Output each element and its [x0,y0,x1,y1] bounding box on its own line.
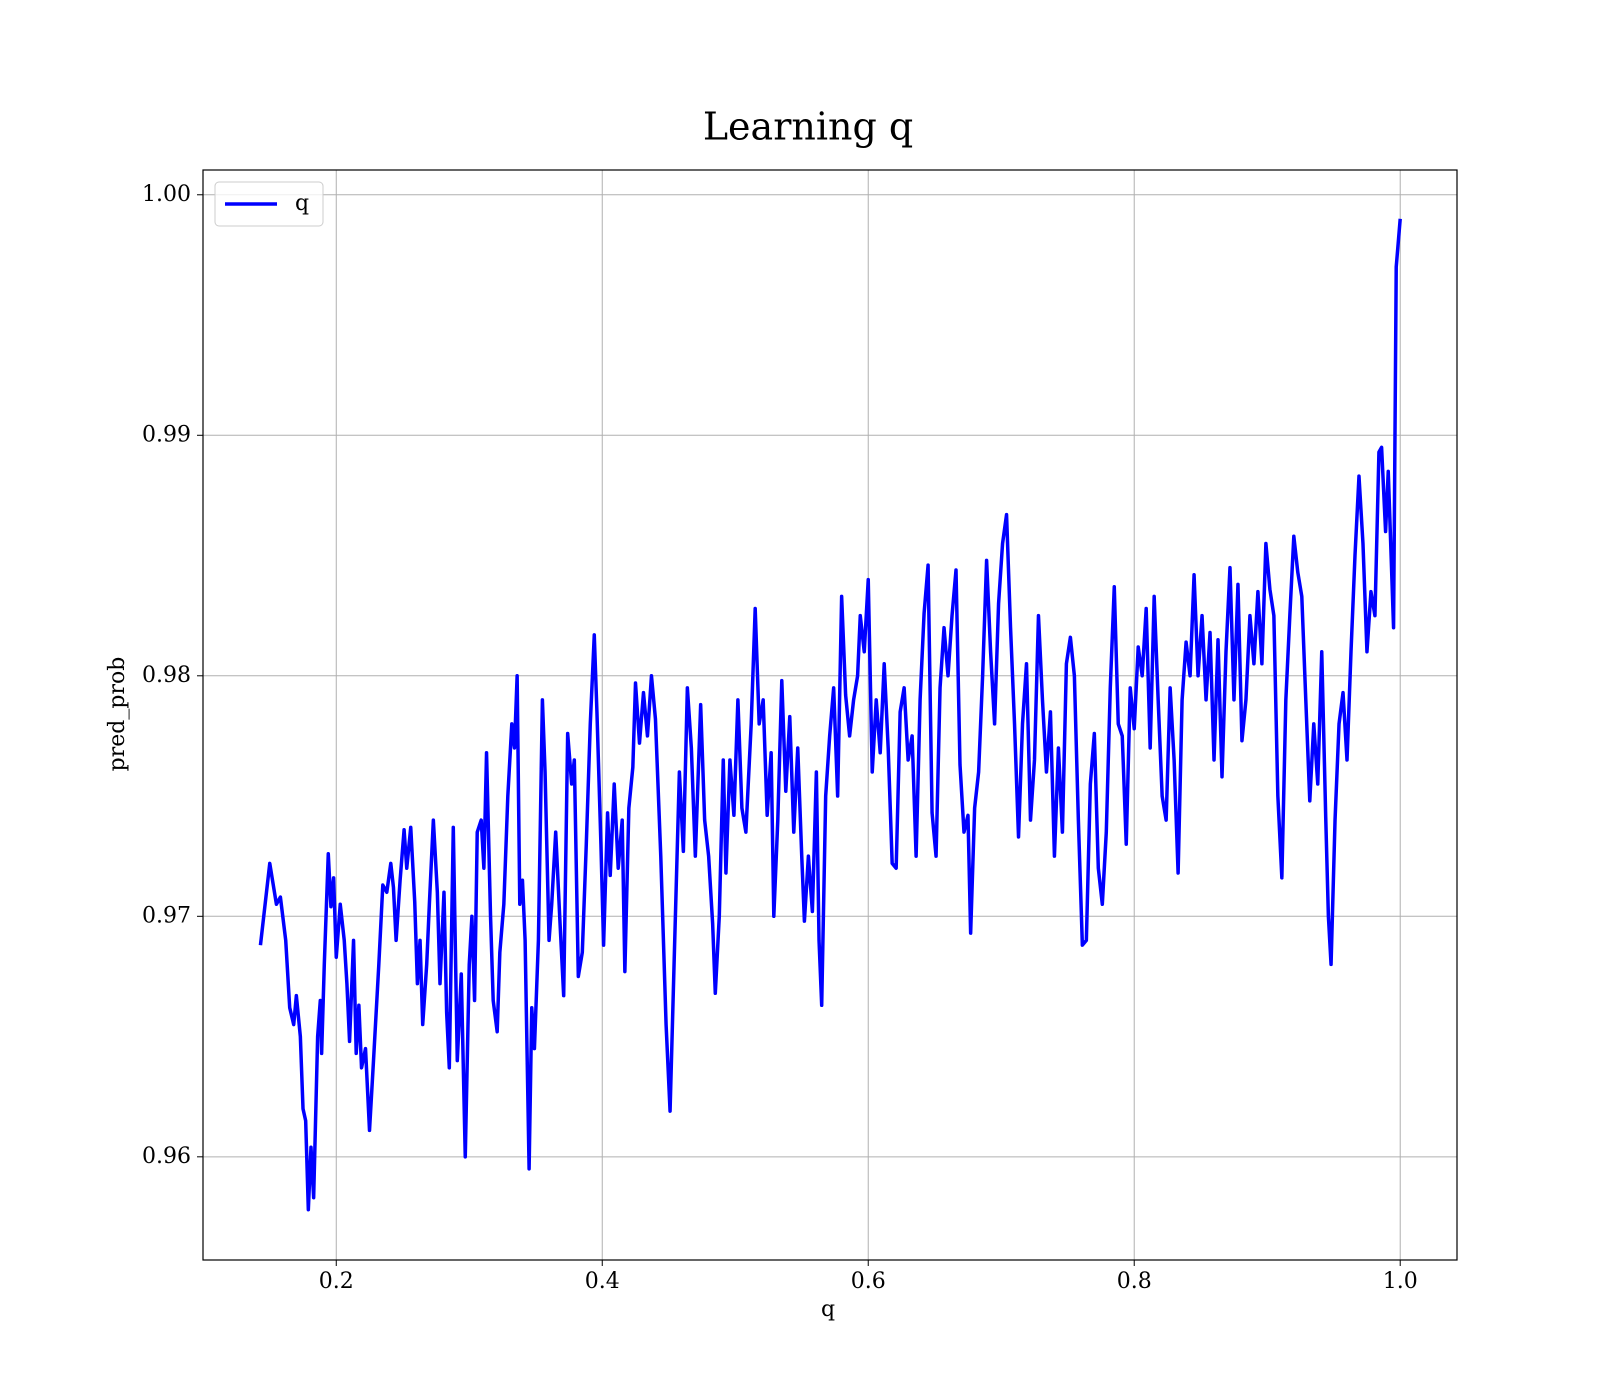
x-axis-label: q [821,1297,835,1322]
x-tick-label: 0.8 [1117,1269,1152,1294]
x-tick-label: 0.2 [319,1269,354,1294]
legend-label: q [295,191,309,216]
y-tick-label: 0.96 [142,1144,191,1169]
y-tick-label: 1.00 [142,182,191,207]
chart-title: Learning q [703,105,913,149]
y-tick-label: 0.98 [142,663,191,688]
y-tick-label: 0.97 [142,903,191,928]
x-tick-label: 0.4 [585,1269,620,1294]
y-tick-label: 0.99 [142,422,191,447]
plot-frame [202,169,1458,1261]
y-axis-label: pred_prob [105,657,130,772]
x-tick-label: 0.6 [851,1269,886,1294]
x-tick-label: 1.0 [1383,1269,1418,1294]
data-line [258,218,1402,1212]
